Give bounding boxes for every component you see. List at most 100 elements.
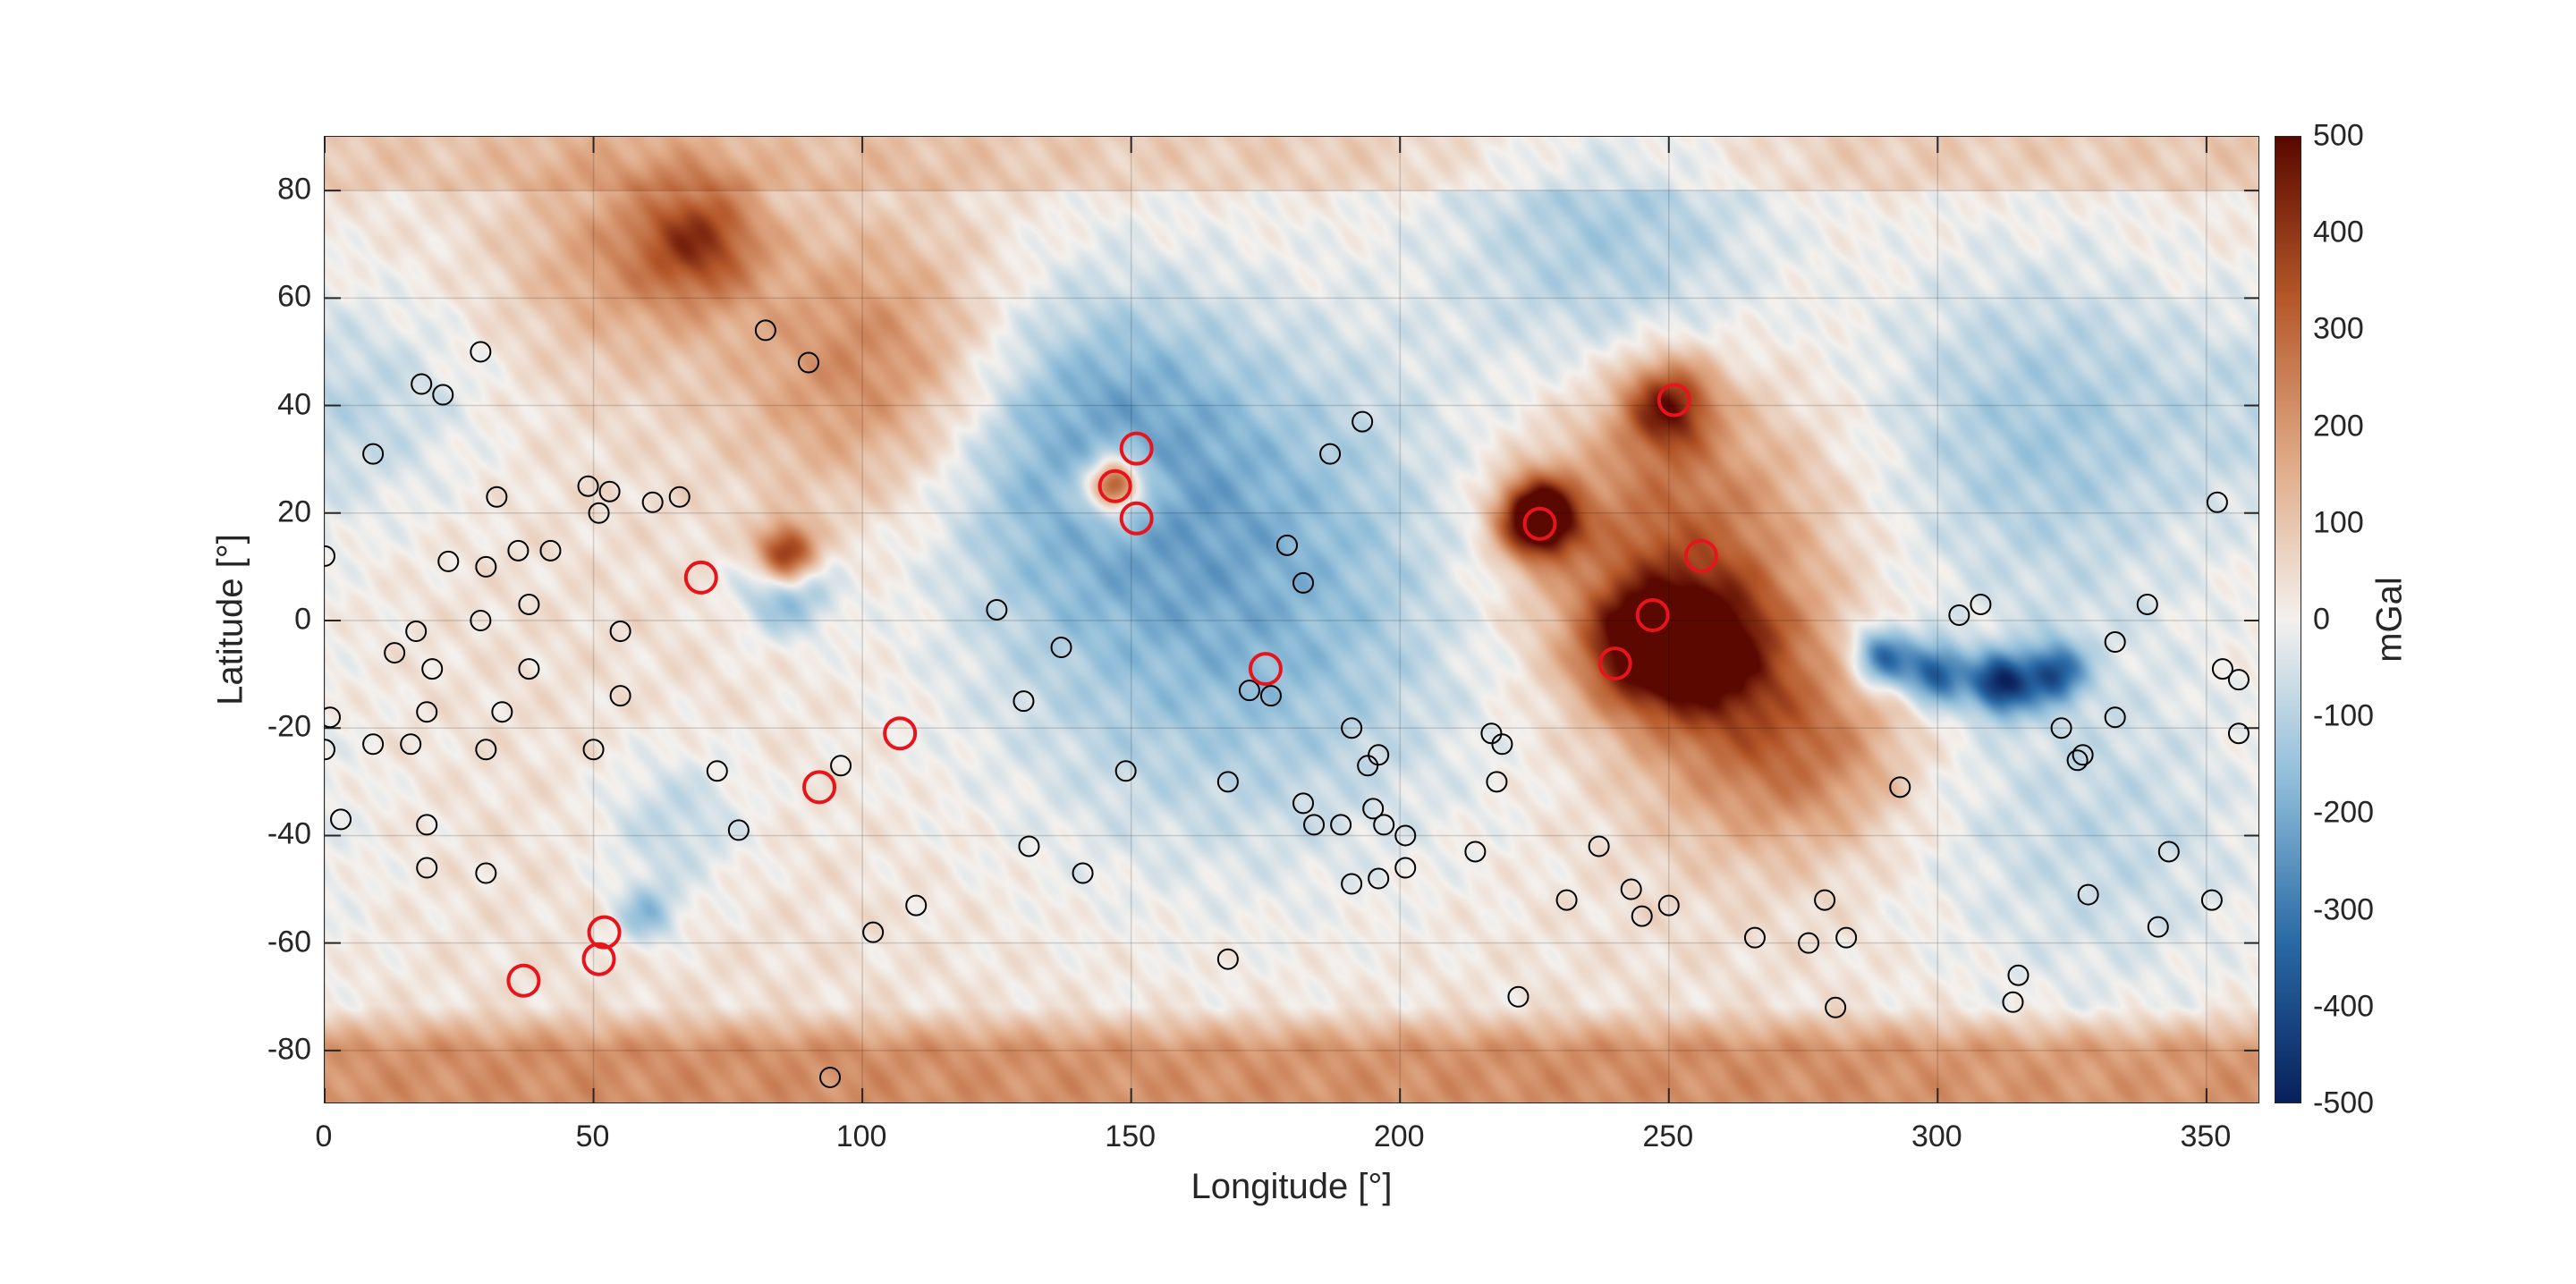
y-tick-label: -60 <box>267 925 311 959</box>
black-circle-marker <box>432 384 454 406</box>
black-circle-marker <box>2227 722 2250 745</box>
red-circle-marker <box>1522 506 1557 541</box>
black-circle-marker <box>1072 862 1094 884</box>
black-circle-marker <box>362 443 385 465</box>
black-circle-marker <box>798 351 819 374</box>
black-circle-marker <box>754 319 776 342</box>
black-circle-marker <box>1238 680 1260 702</box>
black-circle-marker <box>1555 889 1578 911</box>
black-circle-marker <box>2104 706 2126 729</box>
black-circle-marker <box>1486 771 1508 793</box>
black-circle-marker <box>491 701 513 723</box>
black-circle-marker <box>1341 717 1363 739</box>
black-circle-marker <box>986 598 1008 621</box>
black-circle-marker <box>437 550 460 572</box>
plot-area <box>324 136 2259 1103</box>
y-tick-label: -40 <box>267 816 311 851</box>
x-tick-label: 50 <box>575 1119 610 1153</box>
y-tick-label: -80 <box>267 1032 311 1067</box>
y-tick-label: 0 <box>294 602 311 637</box>
black-circle-marker <box>362 733 385 756</box>
black-circle-marker <box>1480 722 1503 745</box>
colorbar-tick-label: 0 <box>2313 602 2330 637</box>
black-circle-marker <box>486 486 508 508</box>
red-circle-marker <box>1097 469 1132 503</box>
red-circle-marker <box>1248 652 1283 687</box>
black-circle-marker <box>1825 996 1847 1018</box>
black-circle-marker <box>2157 841 2180 863</box>
black-circle-marker <box>1373 814 1395 836</box>
black-circle-marker <box>2104 631 2126 654</box>
black-circle-marker <box>1018 835 1040 857</box>
black-circle-marker <box>641 491 664 513</box>
black-circle-marker <box>1114 760 1137 782</box>
black-circle-marker <box>421 658 444 680</box>
black-circle-marker <box>411 373 433 395</box>
black-circle-marker <box>1050 637 1072 659</box>
red-circle-marker <box>1635 597 1670 632</box>
black-circle-marker <box>1319 443 1342 465</box>
black-circle-marker <box>470 610 492 631</box>
black-circle-marker <box>416 857 438 879</box>
black-circle-marker <box>1259 685 1282 707</box>
black-circle-marker <box>1948 604 1970 626</box>
black-circle-marker <box>727 819 750 841</box>
black-circle-marker <box>405 621 428 643</box>
black-circle-marker <box>1835 926 1858 949</box>
black-circle-marker <box>1368 867 1390 890</box>
black-circle-marker <box>1292 571 1315 594</box>
black-circle-marker <box>1013 690 1035 713</box>
black-circle-marker <box>2206 491 2228 513</box>
black-circle-marker <box>609 621 631 643</box>
colorbar <box>2275 136 2301 1103</box>
colorbar-label: mGal <box>2369 577 2410 663</box>
colorbar-tick-label: -200 <box>2313 795 2375 830</box>
black-circle-marker <box>416 814 438 836</box>
x-axis-label: Longitude [°] <box>1191 1167 1393 1206</box>
black-circle-marker <box>706 760 728 782</box>
black-circle-marker <box>1631 905 1653 927</box>
black-circle-marker <box>1357 755 1379 777</box>
black-circle-marker <box>598 480 621 503</box>
colorbar-tick-label: -100 <box>2313 698 2375 733</box>
x-tick-label: 150 <box>1105 1119 1157 1153</box>
black-circle-marker <box>2227 669 2250 691</box>
black-circle-marker <box>1216 771 1239 793</box>
black-circle-marker <box>475 555 497 578</box>
colorbar-tick-label: 400 <box>2313 215 2364 249</box>
colorbar-tick-label: -300 <box>2313 892 2375 927</box>
black-circle-marker <box>1507 985 1530 1008</box>
black-circle-marker <box>325 739 335 761</box>
black-circle-marker <box>577 475 599 497</box>
black-circle-marker <box>588 502 610 524</box>
black-circle-marker <box>470 341 492 363</box>
colorbar-tick-label: 100 <box>2313 505 2364 540</box>
black-circle-marker <box>2211 658 2233 680</box>
black-circle-marker <box>862 921 885 943</box>
y-tick-label: 20 <box>277 494 311 529</box>
black-circle-marker <box>518 658 540 680</box>
black-circle-marker <box>2050 717 2072 739</box>
red-circle-marker <box>1597 646 1632 681</box>
x-tick-label: 350 <box>2180 1119 2232 1153</box>
x-tick-label: 300 <box>1911 1119 1962 1153</box>
black-circle-marker <box>330 808 352 831</box>
colorbar-tick-label: -400 <box>2313 989 2375 1024</box>
gravity-anomaly-heatmap <box>325 137 2258 1102</box>
x-tick-label: 200 <box>1373 1119 1425 1153</box>
plot-overlay <box>325 137 2258 1102</box>
red-circle-marker <box>581 942 616 976</box>
black-circle-marker <box>2136 593 2158 615</box>
black-circle-marker <box>2072 744 2094 766</box>
black-circle-marker <box>1798 932 1820 954</box>
x-tick-label: 250 <box>1642 1119 1694 1153</box>
red-circle-marker <box>883 716 918 751</box>
y-tick-label: 40 <box>277 387 311 422</box>
y-tick-label: 80 <box>277 172 311 207</box>
black-circle-marker <box>1491 733 1513 756</box>
black-circle-marker <box>325 706 342 729</box>
red-circle-marker <box>1119 501 1154 536</box>
black-circle-marker <box>1814 889 1836 911</box>
black-circle-marker <box>2147 916 2169 938</box>
black-circle-marker <box>1588 835 1610 857</box>
